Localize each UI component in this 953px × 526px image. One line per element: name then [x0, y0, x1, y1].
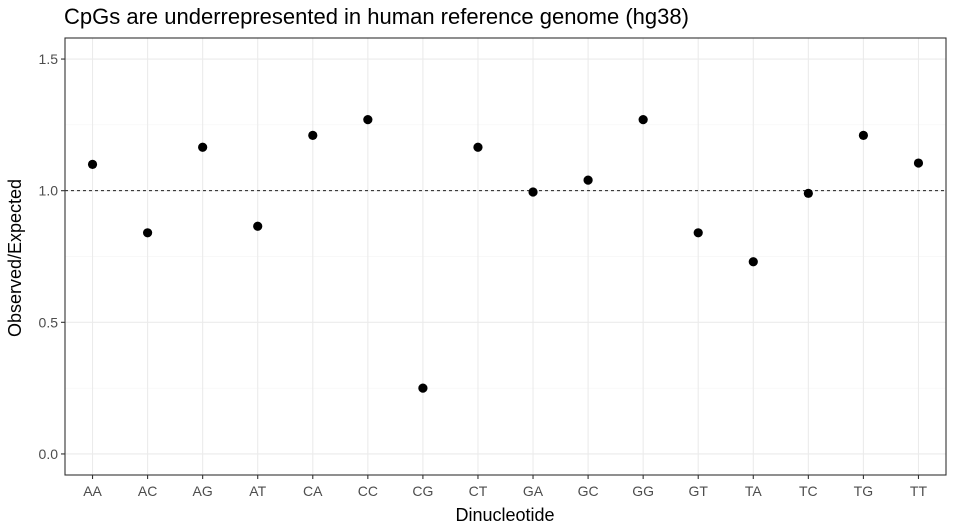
x-axis-title: Dinucleotide — [455, 505, 554, 525]
x-tick-label: AC — [138, 483, 157, 499]
x-tick-label: GA — [523, 483, 544, 499]
x-tick-label: AT — [249, 483, 266, 499]
data-point-cc — [363, 115, 373, 125]
x-tick-label: TG — [854, 483, 873, 499]
data-point-gg — [638, 115, 648, 125]
x-tick-label: TC — [799, 483, 818, 499]
y-tick-label: 0.5 — [39, 314, 59, 330]
x-axis: AA AC AG AT CA CC CG CT GA GC GG GT TA TC TG TT — [83, 475, 927, 499]
x-tick-label: TT — [910, 483, 928, 499]
y-tick-label: 0.0 — [39, 446, 59, 462]
data-point-at — [253, 221, 263, 231]
data-point-cg — [418, 383, 428, 393]
x-tick-label: CG — [412, 483, 433, 499]
x-tick-label: AG — [193, 483, 213, 499]
data-points — [87, 115, 924, 393]
chart-title: CpGs are underrepresented in human refer… — [64, 4, 689, 29]
x-tick-label: GC — [578, 483, 599, 499]
x-tick-label: TA — [745, 483, 763, 499]
data-point-tt — [913, 158, 924, 168]
data-point-aa — [87, 159, 98, 169]
x-tick-label: CA — [303, 483, 323, 499]
y-tick-label: 1.0 — [39, 183, 59, 199]
data-point-tc — [803, 188, 813, 198]
y-axis: 0.0 0.5 1.0 1.5 — [39, 51, 65, 462]
data-point-ga — [528, 187, 538, 197]
data-point-gc — [583, 175, 593, 185]
x-tick-label: CT — [469, 483, 488, 499]
data-point-ag — [198, 142, 208, 152]
grid — [65, 38, 946, 475]
plot-panel — [64, 37, 947, 476]
data-point-ac — [142, 228, 153, 238]
x-tick-label: GT — [688, 483, 708, 499]
x-tick-label: GG — [632, 483, 654, 499]
data-point-gt — [693, 228, 703, 238]
y-axis-title: Observed/Expected — [5, 179, 25, 337]
x-tick-label: AA — [83, 483, 102, 499]
data-point-ta — [748, 257, 758, 267]
data-point-ca — [308, 130, 318, 141]
data-point-tg — [858, 130, 869, 141]
data-point-ct — [473, 142, 483, 152]
x-tick-label: CC — [358, 483, 378, 499]
y-tick-label: 1.5 — [39, 51, 59, 67]
